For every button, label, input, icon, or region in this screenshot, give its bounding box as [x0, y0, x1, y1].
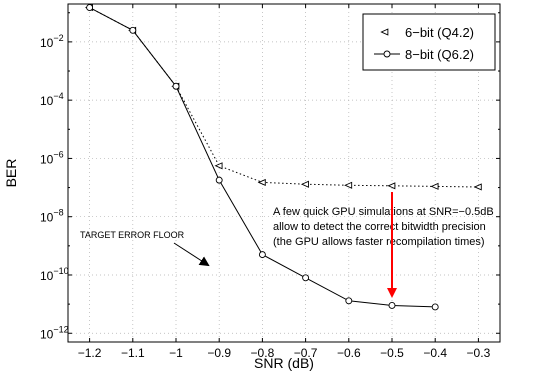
y-tick-base: 10: [40, 36, 54, 50]
data-point: [431, 303, 439, 311]
data-point: [387, 182, 396, 190]
x-tick-label: −1.1: [121, 346, 145, 360]
x-axis-ticks: −1.2 −1.1 −1 −0.9 −0.8 −0.7 −0.6 −0.5 −0.4 −0.3: [78, 4, 491, 360]
y-tick-label: 10−2: [40, 33, 64, 50]
y-tick-label: 10−10: [40, 266, 69, 283]
y-tick-label: 10−4: [40, 91, 64, 108]
data-point: [344, 181, 353, 189]
y-tick-base: 10: [40, 327, 54, 341]
legend-label: 6−bit (Q4.2): [405, 25, 474, 40]
x-tick-label: −0.5: [380, 346, 404, 360]
legend-item: 8−bit (Q6.2): [374, 47, 474, 62]
x-tick-label: −0.9: [207, 346, 231, 360]
data-point: [215, 176, 223, 184]
y-tick-label: 10−12: [40, 324, 69, 341]
x-tick-label: −1: [169, 346, 183, 360]
x-tick-label: −0.7: [294, 346, 318, 360]
y-tick-base: 10: [40, 152, 54, 166]
y-axis-label: BER: [3, 159, 19, 188]
annotation-note: A few quick GPU simulations at SNR=−0.5d…: [273, 192, 494, 298]
y-tick-exponent: −4: [53, 91, 63, 101]
data-series: [84, 4, 482, 311]
data-point: [172, 82, 180, 90]
data-point: [258, 251, 266, 259]
legend-label: 8−bit (Q6.2): [405, 47, 474, 62]
data-point: [345, 297, 353, 305]
data-point: [257, 178, 266, 187]
data-point: [214, 162, 223, 170]
series-8bit: [86, 4, 439, 311]
x-tick-label: −0.3: [467, 346, 491, 360]
x-tick-label: −0.4: [423, 346, 447, 360]
data-point: [300, 180, 309, 188]
legend-item: 6−bit (Q4.2): [380, 25, 474, 40]
y-tick-exponent: −2: [53, 33, 63, 43]
data-point: [129, 26, 137, 34]
y-tick-label: 10−6: [40, 149, 64, 166]
data-point: [86, 4, 94, 12]
legend-items: 6−bit (Q4.2) 8−bit (Q6.2): [374, 25, 474, 62]
x-axis-label: SNR (dB): [254, 355, 314, 371]
data-point: [430, 182, 439, 190]
y-tick-base: 10: [40, 269, 54, 283]
data-point: [473, 183, 482, 191]
legend-box: [362, 13, 496, 71]
note-line-3: (the GPU allows faster recompilation tim…: [273, 236, 485, 248]
x-tick-label: −1.2: [78, 346, 102, 360]
target-floor-label: TARGET ERROR FLOOR: [80, 230, 185, 240]
annotation-target-floor: TARGET ERROR FLOOR: [80, 230, 210, 267]
y-tick-exponent: −12: [53, 324, 68, 334]
y-tick-label: 10−8: [40, 208, 64, 225]
x-tick-label: −0.6: [337, 346, 361, 360]
note-line-2: allow to detect the correct bitwidth pre…: [273, 221, 486, 233]
legend-marker: [380, 28, 389, 36]
plot-frame: [67, 3, 501, 343]
legend-marker: [383, 50, 391, 58]
note-line-1: A few quick GPU simulations at SNR=−0.5d…: [273, 206, 494, 218]
y-tick-exponent: −8: [53, 208, 63, 218]
y-tick-exponent: −10: [53, 266, 68, 276]
y-tick-base: 10: [40, 94, 54, 108]
target-floor-arrow: [173, 242, 210, 267]
x-tick-label: −0.8: [251, 346, 275, 360]
data-point: [302, 274, 310, 282]
legend: 6−bit (Q4.2) 8−bit (Q6.2): [362, 13, 496, 71]
y-tick-exponent: −6: [53, 149, 63, 159]
y-tick-base: 10: [40, 211, 54, 225]
data-point: [388, 302, 396, 309]
